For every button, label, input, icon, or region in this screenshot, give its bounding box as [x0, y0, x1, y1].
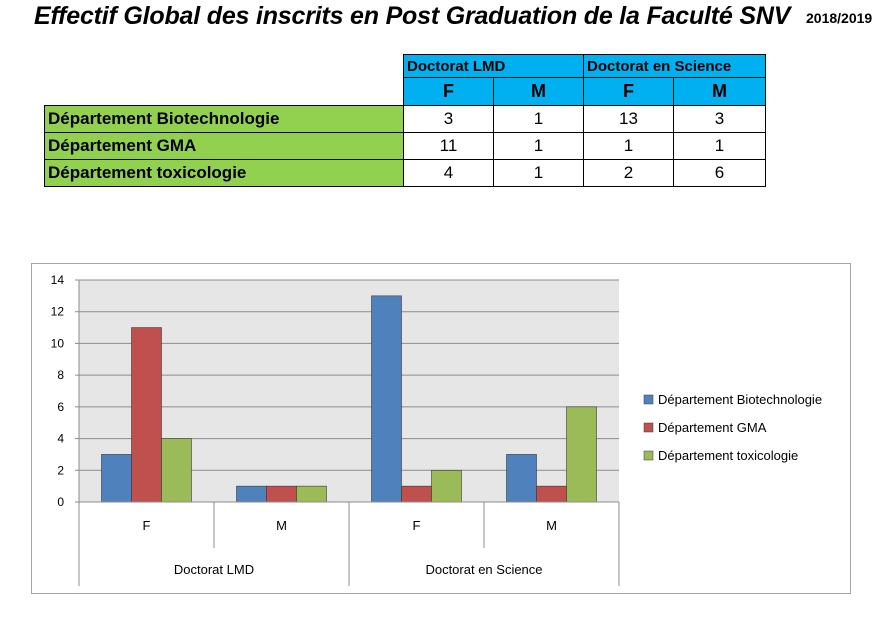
- table-subheader-row: F M F M: [45, 77, 766, 106]
- y-tick-label: 14: [51, 273, 65, 287]
- legend-label: Département Biotechnologie: [658, 392, 822, 407]
- enrollment-table: Doctorat LMD Doctorat en Science F M F M…: [44, 54, 766, 187]
- bar: [131, 327, 162, 503]
- table-subheader: M: [493, 77, 584, 106]
- legend-label: Département toxicologie: [658, 448, 798, 463]
- table-subheader: F: [583, 77, 674, 106]
- bar: [371, 295, 402, 503]
- table-subheader: F: [403, 77, 494, 106]
- table-cell: 3: [403, 105, 494, 133]
- table-corner-blank: [44, 54, 404, 106]
- row-label: Département Biotechnologie: [44, 105, 404, 133]
- bar: [506, 454, 537, 503]
- x-tick-label: M: [546, 518, 557, 533]
- table-cell: 1: [493, 159, 584, 187]
- table-cell: 2: [583, 159, 674, 187]
- table-cell: 1: [493, 132, 584, 160]
- y-tick-label: 8: [57, 368, 64, 382]
- table-subheader: M: [673, 77, 766, 106]
- bar: [401, 485, 432, 503]
- y-tick-label: 2: [57, 463, 64, 477]
- bar: [566, 406, 597, 503]
- legend-label: Département GMA: [658, 420, 767, 435]
- row-label: Département GMA: [44, 132, 404, 160]
- table-cell: 4: [403, 159, 494, 187]
- table-group-header-row: Doctorat LMD Doctorat en Science: [44, 54, 766, 106]
- legend-swatch: [643, 422, 654, 433]
- table-cell: 6: [673, 159, 766, 187]
- bar: [536, 485, 567, 503]
- x-tick-label: F: [143, 518, 151, 533]
- bar: [266, 485, 297, 503]
- y-tick-label: 12: [51, 305, 65, 319]
- academic-year: 2018/2019: [806, 10, 873, 26]
- table-cell: 1: [493, 105, 584, 133]
- y-tick-label: 0: [57, 495, 64, 509]
- legend-swatch: [643, 394, 654, 405]
- legend-swatch: [643, 450, 654, 461]
- table-cell: 13: [583, 105, 674, 133]
- bar: [161, 438, 192, 503]
- table-cell: 11: [403, 132, 494, 160]
- x-tick-label: M: [276, 518, 287, 533]
- table-cell: 3: [673, 105, 766, 133]
- row-label: Département toxicologie: [44, 159, 404, 187]
- table-cell: 1: [673, 132, 766, 160]
- bar: [236, 485, 267, 503]
- table-row: Département toxicologie 4 1 2 6: [44, 159, 766, 187]
- chart-area: 0 2 4 6 8 10 12 14 F M F M Doctorat LMD Doctorat en S…: [31, 263, 851, 594]
- x-group-label: Doctorat en Science: [425, 562, 542, 577]
- bar: [101, 454, 132, 503]
- table-row: Département Biotechnologie 3 1 13 3: [44, 105, 766, 133]
- table-cell: 1: [583, 132, 674, 160]
- bar-chart: 0 2 4 6 8 10 12 14 F M F M Doctorat LMD Doctorat en S…: [51, 273, 822, 586]
- table-group-header: Doctorat LMD: [403, 54, 584, 78]
- y-tick-label: 6: [57, 400, 64, 414]
- bar: [431, 469, 462, 503]
- table-group-header: Doctorat en Science: [583, 54, 766, 78]
- table-row: Département GMA 11 1 1 1: [44, 132, 766, 160]
- y-tick-label: 10: [51, 336, 65, 350]
- bar: [296, 485, 327, 503]
- x-group-label: Doctorat LMD: [174, 562, 254, 577]
- page-title: Effectif Global des inscrits en Post Gra…: [34, 2, 791, 30]
- x-tick-label: F: [413, 518, 421, 533]
- y-tick-label: 4: [57, 432, 64, 446]
